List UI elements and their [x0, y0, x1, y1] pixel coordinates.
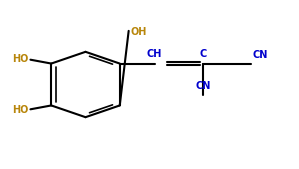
Text: C: C — [199, 49, 207, 59]
Text: CN: CN — [252, 50, 268, 60]
Text: OH: OH — [130, 27, 147, 37]
Text: HO: HO — [13, 105, 29, 115]
Text: HO: HO — [13, 54, 29, 64]
Text: CH: CH — [146, 49, 162, 59]
Text: CN: CN — [195, 81, 211, 91]
